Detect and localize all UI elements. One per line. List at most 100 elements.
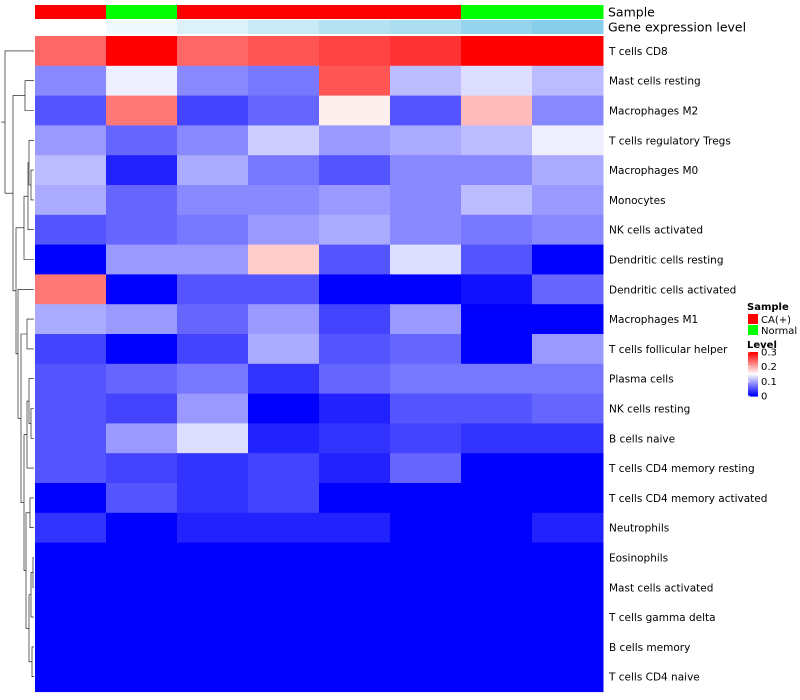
row-label: Dendritic cells activated	[609, 284, 736, 296]
heatmap-cell	[35, 36, 107, 67]
heatmap-cell	[106, 453, 178, 484]
heatmap-cell	[390, 36, 462, 67]
heatmap-cell	[319, 602, 391, 633]
heatmap-cell	[35, 602, 107, 633]
heatmap-cell	[35, 423, 107, 454]
level-tick-label: 0.3	[761, 348, 777, 359]
heatmap-cell	[35, 65, 107, 97]
row-label: Macrophages M2	[609, 106, 698, 118]
heatmap-cell	[390, 393, 462, 424]
heatmap-cell	[461, 304, 533, 335]
level-colorbar-step	[748, 364, 758, 366]
heatmap-cells	[35, 36, 604, 693]
heatmap-cell	[248, 36, 320, 67]
row-label: B cells memory	[609, 642, 690, 654]
heatmap-cell	[106, 36, 178, 67]
heatmap-cell	[532, 185, 604, 216]
heatmap-cell	[319, 453, 391, 484]
heatmap-cell	[461, 214, 533, 246]
heatmap-cell	[532, 572, 604, 603]
level-colorbar-step	[748, 388, 758, 390]
heatmap-cell	[106, 155, 178, 186]
row-label: T cells CD8	[608, 46, 668, 58]
heatmap-cell	[390, 65, 462, 97]
heatmap-cell	[461, 274, 533, 305]
level-colorbar-step	[748, 368, 758, 371]
sample-legend-label: CA(+)	[761, 315, 791, 326]
level-colorbar-step	[748, 391, 758, 394]
heatmap-cell	[248, 334, 320, 365]
heatmap-cell	[106, 334, 178, 365]
dendrogram-branch	[26, 318, 34, 350]
gene-expression-annotation-cell	[35, 20, 107, 34]
heatmap-cell	[390, 244, 462, 275]
gene-expression-annotation-cell	[177, 20, 249, 34]
sample-annotation-cell	[461, 5, 533, 19]
heatmap-cell	[461, 512, 533, 544]
row-label: NK cells resting	[609, 404, 690, 416]
heatmap-cell	[461, 632, 533, 663]
row-label: T cells CD4 naive	[608, 672, 700, 684]
level-colorbar-step	[748, 378, 758, 381]
heatmap-cell	[461, 602, 533, 633]
heatmap-cell	[35, 632, 107, 663]
heatmap-cell	[532, 453, 604, 484]
level-colorbar-step	[748, 376, 758, 378]
level-colorbar-step	[748, 379, 758, 382]
heatmap-cell	[177, 512, 249, 544]
sample-annotation-cell	[248, 5, 320, 19]
heatmap-cell	[35, 393, 107, 424]
heatmap-cell	[248, 155, 320, 186]
heatmap-cell	[532, 304, 604, 335]
heatmap-cell	[532, 95, 604, 126]
heatmap-cell	[319, 512, 391, 544]
level-legend-title: Level	[747, 340, 777, 351]
sample-annotation-cell	[390, 5, 462, 19]
dendrogram-branch	[31, 646, 34, 677]
sample-annotation-cell	[106, 5, 178, 19]
heatmap-cell	[461, 185, 533, 216]
row-label: Plasma cells	[609, 374, 674, 386]
heatmap-cell	[532, 244, 604, 275]
heatmap-cell	[35, 334, 107, 365]
dendrogram-branch	[29, 497, 34, 528]
heatmap-cell	[177, 632, 249, 663]
level-colorbar-step	[748, 366, 758, 368]
heatmap-cell	[390, 274, 462, 305]
row-label: NK cells activated	[609, 225, 703, 237]
dendrogram-branch	[25, 512, 30, 629]
heatmap-cell	[319, 155, 391, 186]
heatmap-cell	[532, 542, 604, 573]
heatmap-cell	[461, 661, 533, 693]
sample-annotation-cell	[319, 5, 391, 19]
heatmap-cell	[106, 214, 178, 246]
heatmap-cell	[248, 602, 320, 633]
level-colorbar-step	[748, 363, 758, 365]
heatmap-cell	[35, 572, 107, 603]
heatmap-cell	[35, 304, 107, 335]
heatmap-cell	[248, 244, 320, 275]
heatmap-cell	[532, 214, 604, 246]
heatmap-cell	[390, 542, 462, 573]
heatmap-cell	[106, 304, 178, 335]
heatmap-cell	[177, 125, 249, 156]
level-colorbar-step	[748, 370, 758, 373]
heatmap-cell	[461, 36, 533, 67]
sample-legend-swatch	[748, 325, 758, 335]
heatmap-cell	[319, 65, 391, 97]
gene-expression-annotation-cell	[390, 20, 462, 34]
heatmap-cell	[177, 483, 249, 514]
dendrogram-branch	[30, 169, 34, 201]
row-label: T cells follicular helper	[608, 344, 728, 356]
heatmap-cell	[177, 244, 249, 275]
row-label: Mast cells resting	[609, 76, 701, 88]
heatmap-cell	[106, 274, 178, 305]
heatmap-cell	[177, 572, 249, 603]
dendrogram-branch	[15, 227, 24, 355]
heatmap-cell	[35, 95, 107, 126]
level-colorbar-step	[748, 367, 758, 370]
heatmap-cell	[106, 244, 178, 275]
heatmap-cell	[106, 423, 178, 454]
heatmap-cell	[106, 65, 178, 97]
